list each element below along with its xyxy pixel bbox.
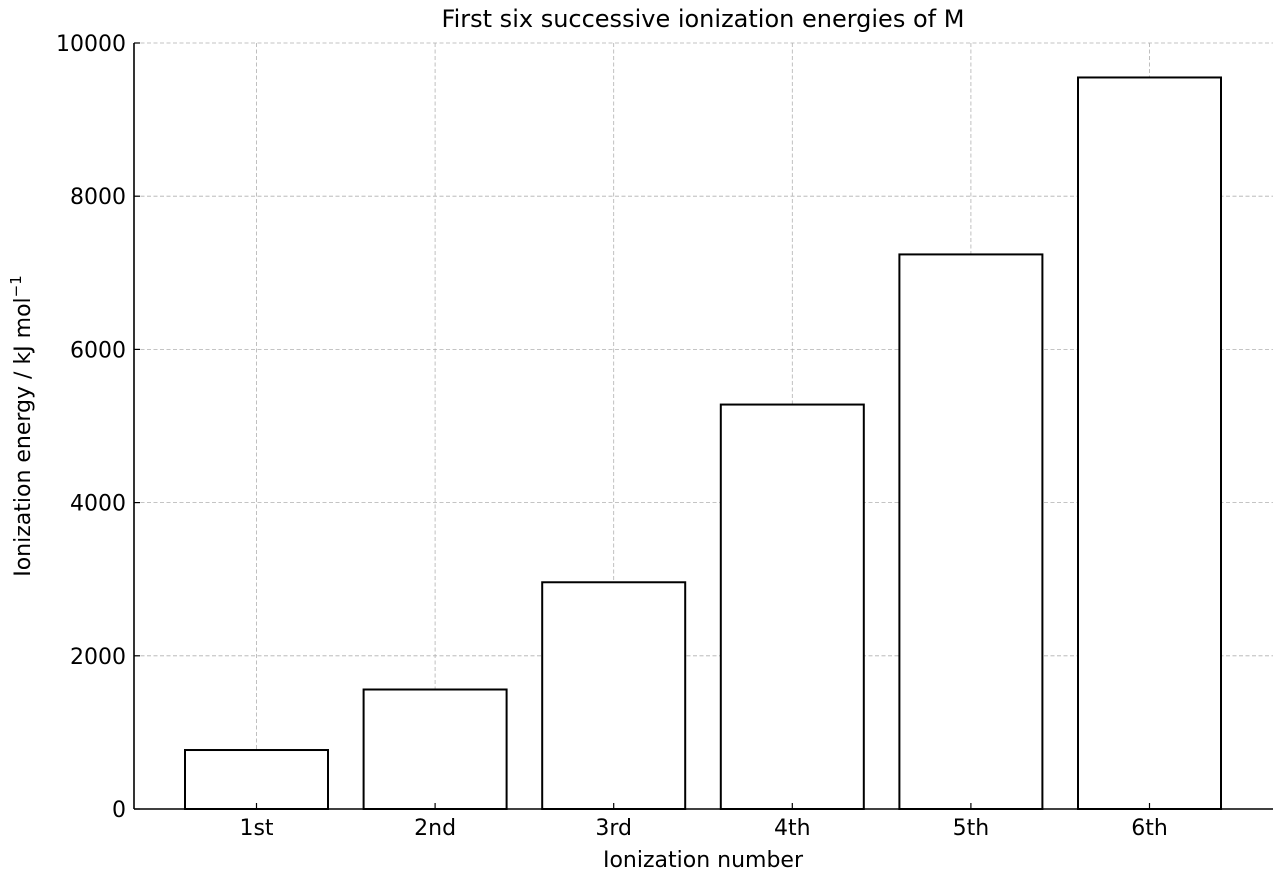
bar-6th (1077, 76, 1222, 811)
bar-2nd (362, 688, 508, 811)
x-tick-label: 2nd (414, 816, 456, 841)
chart-title: First six successive ionization energies… (442, 5, 965, 33)
x-tick-label: 4th (774, 816, 811, 841)
y-tick-label: 6000 (70, 338, 126, 363)
x-tick-label: 1st (239, 816, 273, 841)
y-tick-label: 4000 (70, 492, 126, 517)
bar-1st (184, 749, 329, 811)
grid (134, 42, 1273, 810)
y-tick-label: 0 (112, 798, 126, 823)
x-tick-label: 3rd (595, 816, 632, 841)
bar-3rd (541, 581, 687, 810)
y-tick-label: 10000 (56, 32, 126, 57)
bar-5th (898, 253, 1044, 810)
y-ticks: 0 2000 4000 6000 8000 10000 (56, 32, 140, 823)
bar-4th (719, 403, 865, 810)
y-axis-label-superscript: −1 (7, 275, 25, 297)
axes (133, 43, 1273, 810)
x-ticks: 1st 2nd 3rd 4th 5th 6th (239, 803, 1168, 841)
bars (184, 76, 1222, 811)
x-tick-label: 6th (1131, 816, 1168, 841)
y-tick-label: 2000 (70, 645, 126, 670)
y-axis-label-main: Ionization energy / kJ mol (11, 297, 36, 576)
y-axis-label: Ionization energy / kJ mol−1 (7, 275, 36, 577)
x-tick-label: 5th (953, 816, 990, 841)
y-tick-label: 8000 (70, 185, 126, 210)
x-axis-label: Ionization number (603, 848, 804, 873)
